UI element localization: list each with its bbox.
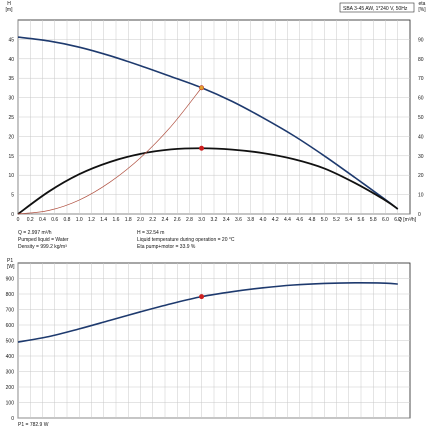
y2-tick-label: 30 xyxy=(418,154,424,160)
duty-point-power xyxy=(199,294,205,300)
x-tick-label: 1.8 xyxy=(125,217,132,223)
info-efficiency: Eta pump+motor = 33.9 % xyxy=(137,244,196,250)
y-tick-label: 400 xyxy=(6,354,15,360)
x-tick-label: 2.6 xyxy=(174,217,181,223)
duty-point-efficiency xyxy=(199,145,205,151)
y-tick-label: 900 xyxy=(6,277,15,283)
power-readout: P1 = 782.9 W xyxy=(18,422,49,428)
x-tick-label: 3.6 xyxy=(235,217,242,223)
x-tick-label: 5.8 xyxy=(370,217,377,223)
y-tick-label: 40 xyxy=(8,57,14,63)
x-tick-label: 5.6 xyxy=(358,217,365,223)
x-tick-label: 4.0 xyxy=(260,217,267,223)
info-flow: Q = 2.997 m³/h xyxy=(18,230,52,236)
x-tick-label: 4.8 xyxy=(309,217,316,223)
y-tick-label: 25 xyxy=(8,115,14,121)
x-tick-label: 5.4 xyxy=(345,217,352,223)
x-tick-label: 4.4 xyxy=(284,217,291,223)
y-tick-label: 20 xyxy=(8,134,14,140)
y2-tick-label: 80 xyxy=(418,57,424,63)
x-tick-label: 6.0 xyxy=(382,217,389,223)
x-tick-label: 6.2 xyxy=(394,217,401,223)
y2-axis-label: [%] xyxy=(418,7,426,13)
y-tick-label: 35 xyxy=(8,76,14,82)
info-head: H = 32.54 m xyxy=(137,230,164,236)
y-tick-label: 10 xyxy=(8,173,14,179)
x-tick-label: 0.4 xyxy=(39,217,46,223)
x-tick-label: 4.2 xyxy=(272,217,279,223)
x-tick-label: 0 xyxy=(17,217,20,223)
y-tick-label: 600 xyxy=(6,323,15,329)
info-temperature: Liquid temperature during operation = 20… xyxy=(137,237,235,243)
y-tick-label: 45 xyxy=(8,37,14,43)
y2-tick-label: 70 xyxy=(418,76,424,82)
x-tick-label: 0.2 xyxy=(27,217,34,223)
p1-axis-label: P1 xyxy=(7,258,13,264)
info-liquid: Pumped liquid = Water xyxy=(18,237,69,243)
x-tick-label: 5.2 xyxy=(333,217,340,223)
y2-tick-label: 20 xyxy=(418,173,424,179)
y2-tick-label: 0 xyxy=(418,212,421,218)
y2-tick-label: 40 xyxy=(418,134,424,140)
x-tick-label: 0.6 xyxy=(51,217,58,223)
y-tick-label: 30 xyxy=(8,96,14,102)
y-tick-label: 200 xyxy=(6,385,15,391)
x-tick-label: 4.6 xyxy=(296,217,303,223)
y-tick-label: 500 xyxy=(6,339,15,345)
x-tick-label: 0.8 xyxy=(64,217,71,223)
y2-axis-label: eta xyxy=(419,1,426,7)
y-tick-label: 700 xyxy=(6,308,15,314)
y-tick-label: 0 xyxy=(11,212,14,218)
x-tick-label: 3.2 xyxy=(211,217,218,223)
y2-tick-label: 50 xyxy=(418,115,424,121)
x-tick-label: 3.8 xyxy=(247,217,254,223)
y-tick-label: 800 xyxy=(6,292,15,298)
efficiency-curve xyxy=(17,147,399,215)
y-tick-label: 15 xyxy=(8,154,14,160)
x-tick-label: 2.4 xyxy=(162,217,169,223)
chart-title: SBA 3-45 AW, 1*240 V, 50Hz xyxy=(343,6,408,12)
info-density: Density = 999.2 kg/m³ xyxy=(18,244,67,250)
x-tick-label: 2.2 xyxy=(149,217,156,223)
head-curve xyxy=(17,36,399,210)
x-tick-label: 3.0 xyxy=(198,217,205,223)
y-tick-label: 5 xyxy=(11,193,14,199)
p1-axis-label: [W] xyxy=(7,264,15,270)
y2-tick-label: 90 xyxy=(418,37,424,43)
x-tick-label: 5.0 xyxy=(321,217,328,223)
y-axis-label: [m] xyxy=(6,7,14,13)
x-tick-label: 3.4 xyxy=(223,217,230,223)
x-tick-label: 1.0 xyxy=(76,217,83,223)
x-tick-label: 1.6 xyxy=(113,217,120,223)
y2-tick-label: 10 xyxy=(418,193,424,199)
y-tick-label: 300 xyxy=(6,370,15,376)
x-axis-label: Q [m³/h] xyxy=(398,217,417,223)
y-tick-label: 100 xyxy=(6,401,15,407)
title-box xyxy=(339,2,415,13)
x-tick-label: 2.0 xyxy=(137,217,144,223)
system-curve xyxy=(17,87,202,215)
duty-point-head xyxy=(199,85,205,91)
y-tick-label: 0 xyxy=(11,416,14,422)
x-tick-label: 2.8 xyxy=(186,217,193,223)
x-tick-label: 1.2 xyxy=(88,217,95,223)
power-curve xyxy=(17,282,398,343)
y-axis-label: H xyxy=(7,1,11,7)
y2-tick-label: 60 xyxy=(418,96,424,102)
x-tick-label: 1.4 xyxy=(100,217,107,223)
